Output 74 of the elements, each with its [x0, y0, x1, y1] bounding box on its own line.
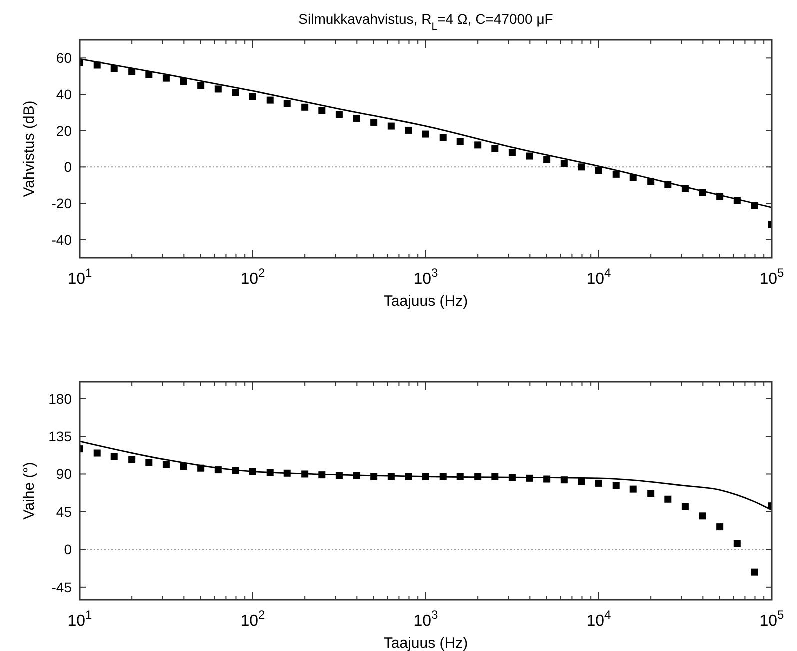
point — [128, 68, 136, 76]
point — [560, 160, 568, 168]
point — [474, 142, 482, 149]
y-axis-title: Vaihe (°) — [21, 462, 38, 520]
y-tick-label: -40 — [52, 232, 72, 248]
y-tick-label: 40 — [56, 86, 72, 102]
point — [456, 138, 464, 146]
point — [578, 478, 586, 486]
y-tick-label: 60 — [56, 50, 72, 66]
point — [544, 156, 551, 164]
x-tick-label: 10$^{5}$ — [760, 608, 785, 630]
y-tick-label: 135 — [48, 428, 72, 444]
point — [682, 503, 689, 510]
x-tick-label: 10$^{3}$ — [414, 266, 439, 288]
point — [232, 89, 240, 96]
x-tick-label: 10$^{2}$ — [240, 266, 266, 288]
x-tick-label: 10$^{5}$ — [760, 266, 785, 288]
point — [318, 107, 326, 114]
point — [612, 170, 620, 178]
y-tick-label: -20 — [52, 196, 72, 212]
point — [370, 118, 378, 126]
point — [422, 130, 430, 138]
point — [162, 462, 170, 469]
y-tick-label: 45 — [56, 504, 72, 520]
point — [526, 152, 534, 160]
point — [405, 126, 412, 134]
line-series — [80, 58, 772, 208]
point — [751, 568, 758, 576]
x-tick-label: 10$^{4}$ — [586, 266, 612, 288]
point — [302, 104, 309, 111]
point — [492, 146, 499, 152]
point — [128, 456, 136, 464]
point — [440, 134, 447, 142]
point — [146, 458, 153, 466]
point — [699, 512, 706, 520]
point — [266, 96, 274, 104]
point — [250, 93, 256, 100]
point — [664, 496, 672, 503]
chart-title: Silmukkavahvistus, R$_{L}$=4 Ω, C=47000 μF — [298, 11, 554, 33]
point — [648, 490, 655, 498]
x-tick-label: 10$^{2}$ — [240, 608, 266, 630]
y-tick-label: 90 — [56, 466, 72, 482]
point — [180, 78, 188, 86]
point — [198, 82, 205, 90]
point — [388, 122, 395, 130]
y-tick-label: 0 — [64, 159, 72, 176]
point — [734, 540, 741, 548]
point — [180, 463, 188, 470]
point — [508, 149, 516, 156]
y-axis-title: Vahvistus (dB) — [21, 100, 38, 198]
point — [284, 100, 291, 108]
y-tick-label: 20 — [56, 122, 72, 139]
point — [716, 524, 724, 531]
point — [630, 486, 637, 493]
point — [214, 86, 222, 93]
x-tick-label: 10$^{1}$ — [68, 266, 93, 288]
point — [162, 74, 170, 82]
x-tick-label: 10$^{3}$ — [414, 608, 439, 630]
point — [94, 450, 101, 457]
x-tick-label: 10$^{1}$ — [68, 608, 93, 630]
y-tick-label: -45 — [52, 579, 72, 596]
x-axis-title: Taajuus (Hz) — [384, 293, 468, 310]
point — [596, 480, 602, 487]
point — [110, 453, 118, 460]
y-tick-label: 0 — [64, 542, 72, 558]
x-axis-title: Taajuus (Hz) — [384, 635, 468, 651]
point — [146, 71, 153, 78]
point — [612, 482, 620, 490]
point — [578, 164, 586, 171]
point — [596, 167, 602, 174]
point — [353, 114, 360, 122]
point — [336, 111, 343, 118]
y-tick-label: 180 — [48, 390, 72, 407]
x-tick-label: 10$^{4}$ — [586, 608, 612, 630]
